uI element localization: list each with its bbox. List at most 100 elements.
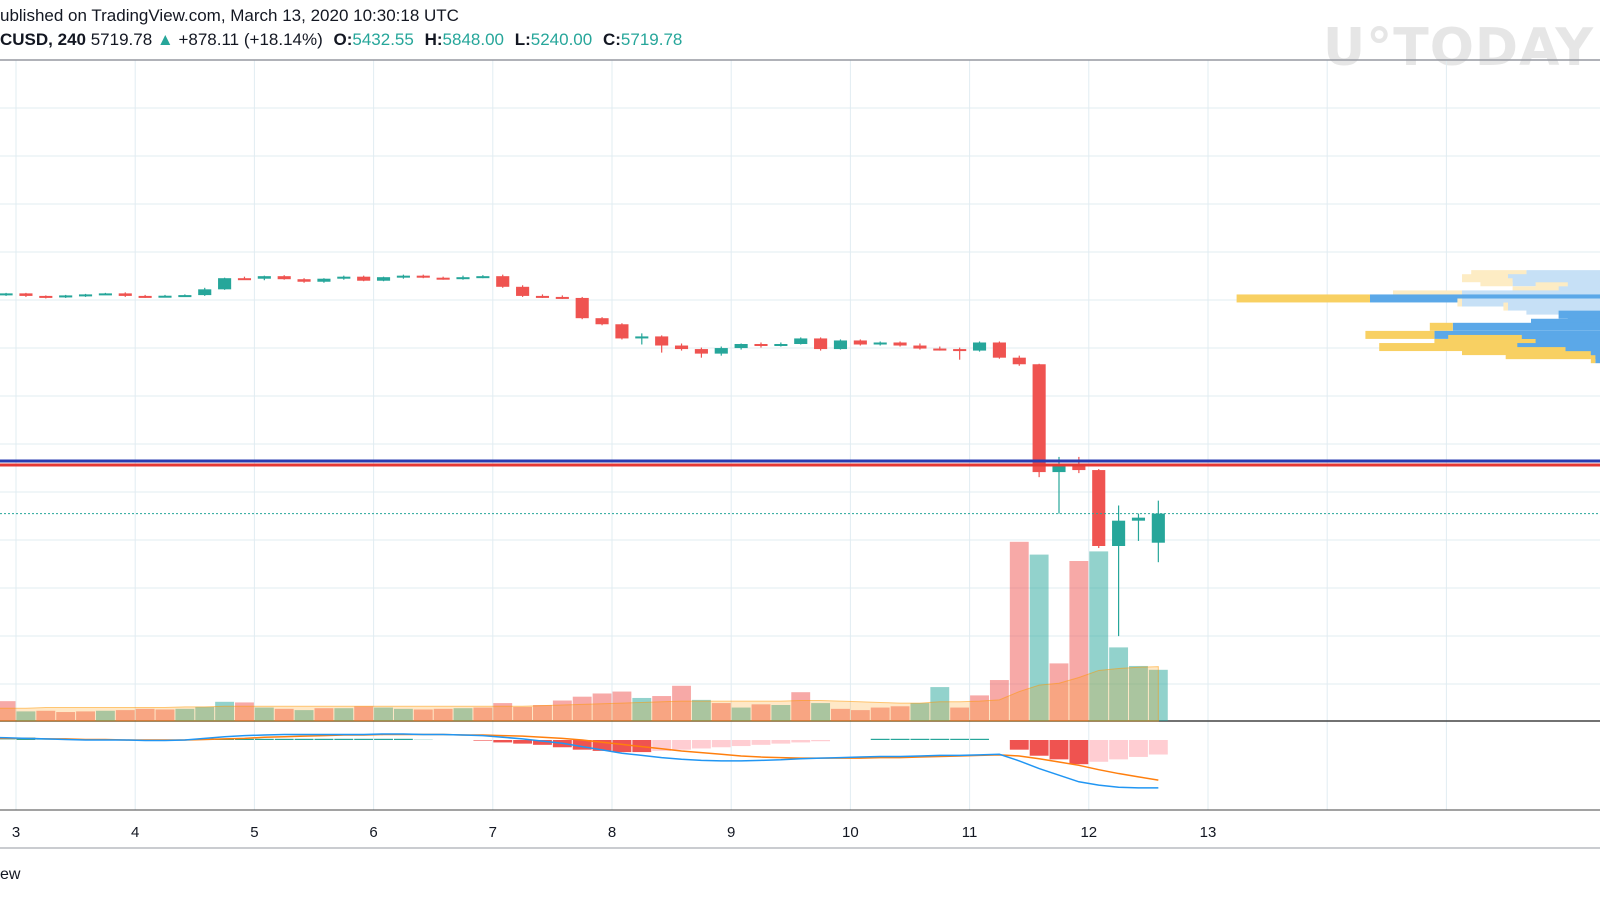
profile-bar-down [1462,298,1600,307]
macd-histogram-bar [771,740,791,744]
candle-body [674,345,689,350]
ohlc-legend: CUSD, 240 5719.78 ▲ +878.11 (+18.14%) O:… [0,30,682,50]
volume-bar [950,707,970,721]
profile-bar-down [1512,278,1600,287]
macd-histogram-bar [493,740,513,743]
volume-bar [989,680,1009,721]
volume-bar [1069,561,1089,721]
x-tick-label: 6 [369,824,377,841]
candle-body [833,340,848,350]
macd-histogram-bar [791,740,811,743]
macd-histogram-bar [970,738,989,740]
volume-profile [1236,270,1600,364]
footer-brand: ew [0,866,21,883]
volume-bar [632,697,652,721]
profile-bar-down [1558,286,1600,295]
volume-bar [691,699,711,721]
profile-bar-up [1480,278,1513,287]
close-label: C: [602,30,621,49]
macd-histogram-bar [612,740,632,753]
candle-body [198,289,212,296]
volume-bar [831,708,850,721]
profile-bar-down [1517,343,1600,352]
candle-body [694,349,708,354]
macd-histogram-bar [691,740,711,749]
candle-body [972,342,987,351]
profile-bar-down [1595,355,1600,364]
candle-body [1032,364,1046,473]
profile-bar-up [1505,351,1591,360]
volume-bar [612,691,632,721]
candle-body [436,277,450,280]
profile-bar-down [1531,318,1600,327]
x-tick-label: 10 [842,824,859,841]
volume-bar [930,687,950,721]
volume-bar [751,704,771,721]
profile-bar-up [1512,286,1559,295]
profile-bar-up [1448,334,1522,343]
volume-bar [493,703,513,721]
profile-bar-up [1393,290,1462,299]
macd-histogram-bar [235,738,254,740]
macd-histogram-bar [1089,740,1109,762]
x-axis: 3 4 5 6 7 8 9 10 11 12 13 [12,824,1217,841]
volume-bar [870,707,890,721]
macd-histogram-bar [1049,740,1069,760]
macd-histogram-bar [672,740,691,750]
candle-body [992,342,1006,358]
profile-bar-down [1565,347,1600,356]
up-arrow-icon: ▲ [156,30,174,49]
volume-bar [334,708,354,721]
symbol-label[interactable]: CUSD, 240 [0,30,86,49]
candle-body [118,293,132,296]
candle-body [218,278,232,290]
volume-bar [56,712,76,721]
volume-bar [1129,665,1148,721]
horizontal-levels [0,459,1600,515]
volume-bar [1089,551,1109,721]
candle-body [456,277,470,280]
volume-bar [473,707,493,721]
macd-histogram-bar [473,740,493,741]
volume-bar [374,707,393,721]
candle-body [158,295,172,298]
profile-bar-down [1462,290,1600,299]
macd-histogram-bar [910,738,930,740]
macd-histogram-bar [711,740,731,748]
candle-body [476,276,490,279]
x-tick-label: 5 [250,824,258,841]
candle-body [138,295,152,298]
volume-bar [711,703,731,721]
candle-body [1151,513,1165,543]
profile-bar-up [1462,347,1566,356]
macd-histogram-bar [1029,740,1049,756]
macd-histogram-bar [374,738,393,740]
candle-body [893,342,907,346]
macd-histogram-bar [294,738,314,740]
low-label: L: [514,30,531,49]
volume-bar [1009,541,1029,721]
macd-histogram-bar [314,738,334,740]
volume-bar [453,708,473,721]
candle-body [575,297,589,319]
profile-bar-down [1535,339,1600,347]
candle-body [317,278,331,282]
volume-bar [314,708,334,721]
volume-bar [433,708,453,721]
volume-bar [791,692,811,721]
volume-bar [354,706,374,721]
volume-bar [1109,647,1129,721]
macd-histogram-bar [1148,740,1168,755]
candle-body [516,286,530,296]
candle-body [595,318,609,325]
volume-bar [413,709,433,721]
volume-bar [274,708,294,721]
candle-body [78,294,93,297]
profile-bar-down [1526,306,1600,315]
candle-body [277,276,291,280]
profile-bar-down [1508,302,1600,311]
volume-bar [155,709,175,721]
macd-histogram-bar [930,738,950,740]
profile-bar-down [1452,322,1600,331]
